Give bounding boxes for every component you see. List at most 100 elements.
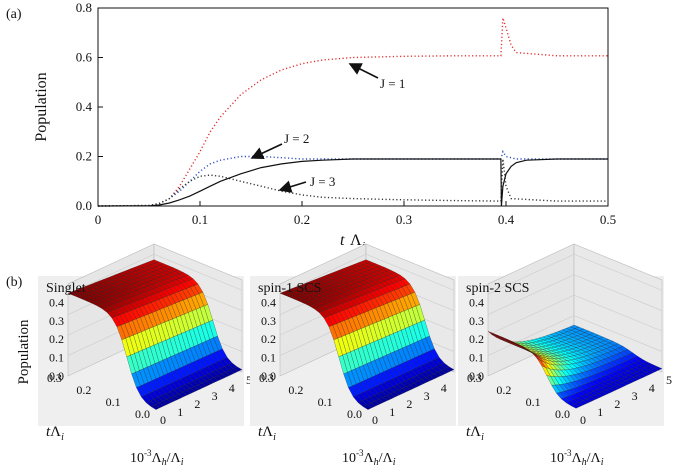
surface-htick-label: 2 [614, 397, 620, 411]
surface-ttick-label: 0.1 [106, 395, 121, 409]
surface-tticks: 0.0 0.1 0.2 0.3 [259, 371, 362, 421]
surface-ztick-label: 0.0 [49, 369, 64, 383]
panel-a-series [97, 17, 608, 207]
surface-panel-1: Singlet 0.0 0.1 0.2 0.3 0.4 0.0 0.1 0.2 0.3 012345… [38, 243, 252, 466]
surface-htick-label: 5 [246, 373, 252, 387]
surface-ztick-label: 0.3 [469, 314, 484, 328]
surface-h-axis-label: 10-3Λh/Λi [550, 448, 604, 466]
annotation-j2-text: J = 2 [284, 131, 309, 146]
a-ytick-label: 0.6 [76, 50, 93, 65]
series-j-3 [97, 158, 608, 207]
a-ytick-label: 0.2 [76, 149, 92, 164]
annotation-j3-text: J = 3 [310, 174, 335, 189]
surface-ttick-label: 0.1 [318, 395, 333, 409]
surface-ztick-label: 0.0 [261, 369, 276, 383]
surface-ttick-label: 0.3 [259, 371, 274, 385]
panel-a: (a) 0 0.1 0.2 0.3 0.4 0.5 0.0 0.2 0.4 0.6 0.8 Popu… [6, 0, 616, 252]
surface-ttick-label: 0.2 [76, 383, 91, 397]
surface-ztick-label: 0.3 [49, 314, 64, 328]
surface-ztick-label: 0.1 [469, 351, 484, 365]
surface-htick-label: 1 [597, 405, 603, 419]
surface-mesh [67, 259, 243, 410]
panel-a-label: (a) [6, 7, 22, 22]
surface-ttick-label: 0.0 [555, 407, 570, 421]
surface-ttick-label: 0.2 [288, 383, 303, 397]
surface-ztick-label: 0.4 [49, 295, 64, 309]
a-xtick-label: 0.2 [294, 212, 310, 227]
surface-ttick-label: 0.2 [496, 383, 511, 397]
surface-title: spin-1 SCS [258, 281, 321, 296]
surface-ztick-label: 0.1 [49, 351, 64, 365]
a-xtick-label: 0.1 [192, 212, 208, 227]
surface-htick-label: 2 [194, 397, 200, 411]
surface-htick-label: 1 [389, 405, 395, 419]
surface-panel-2: spin-1 SCS 0.0 0.1 0.2 0.3 0.4 0.0 0.1 0.2 0.3 012… [250, 243, 464, 466]
surface-ttick-label: 0.0 [135, 407, 150, 421]
annotation-j2: J = 2 [250, 131, 309, 160]
surface-t-axis-label: tΛi [258, 424, 276, 443]
a-ytick-label: 0.4 [76, 99, 93, 114]
surface-t-axis-label: tΛi [466, 424, 484, 443]
surface-tticks: 0.0 0.1 0.2 0.3 [467, 371, 570, 421]
surface-panel-3: spin-2 SCS 0.0 0.1 0.2 0.3 0.4 0.0 0.1 0.2 0.3 012… [458, 243, 672, 466]
panel-b-ylabel: Population [16, 319, 32, 385]
surface-ztick-label: 0.2 [261, 332, 276, 346]
surface-htick-label: 3 [424, 389, 430, 403]
a-xtick-label: 0 [95, 212, 102, 227]
surface-htick-label: 0 [580, 413, 586, 427]
series-j-2 [97, 149, 608, 207]
surface-htick-label: 0 [372, 413, 378, 427]
surface-zticks: 0.0 0.1 0.2 0.3 0.4 [49, 295, 64, 383]
surface-ztick-label: 0.4 [261, 295, 276, 309]
series-j-1 [97, 17, 608, 207]
surface-ttick-label: 0.1 [526, 395, 541, 409]
surface-htick-label: 2 [406, 397, 412, 411]
surface-zticks: 0.0 0.1 0.2 0.3 0.4 [261, 295, 276, 383]
surface-ttick-label: 0.0 [347, 407, 362, 421]
a-ytick-label: 0.0 [76, 198, 92, 213]
series-singlet [97, 158, 608, 207]
panel-a-ylabel: Population [33, 72, 50, 141]
surface-ztick-label: 0.1 [261, 351, 276, 365]
surface-ttick-label: 0.3 [47, 371, 62, 385]
xlabel-t: t [340, 232, 345, 249]
surface-htick-label: 3 [632, 389, 638, 403]
surface-zticks: 0.0 0.1 0.2 0.3 0.4 [469, 295, 484, 383]
surface-htick-label: 1 [177, 405, 183, 419]
panel-a-ticks: 0 0.1 0.2 0.3 0.4 0.5 0.0 0.2 0.4 0.6 0.8 [76, 0, 616, 227]
surface-ztick-label: 0.2 [49, 332, 64, 346]
a-xtick-label: 0.4 [498, 212, 515, 227]
panel-b-label: (b) [6, 275, 23, 290]
surface-title: Singlet [46, 281, 86, 296]
surface-title: spin-2 SCS [466, 281, 529, 296]
a-xtick-label: 0.5 [600, 212, 616, 227]
surface-htick-label: 0 [160, 413, 166, 427]
panel-b: (b) Population Singlet0.00.10.20.30.40.0… [6, 243, 672, 466]
surface-mesh [487, 324, 663, 409]
surface-ztick-label: 0.3 [261, 314, 276, 328]
surface-ztick-label: 0.2 [469, 332, 484, 346]
a-ytick-label: 0.8 [76, 0, 92, 15]
surface-ttick-label: 0.3 [467, 371, 482, 385]
panel-a-plot-frame [97, 7, 609, 207]
surface-h-axis-label: 10-3Λh/Λi [342, 448, 396, 466]
surface-htick-label: 5 [666, 373, 672, 387]
panel-b-surfaces: Singlet0.00.10.20.30.40.00.10.20.3012345… [38, 243, 672, 466]
surface-htick-label: 4 [441, 381, 447, 395]
surface-htick-label: 4 [649, 381, 655, 395]
xlabel-lambda: Λ [350, 232, 362, 249]
surface-tticks: 0.0 0.1 0.2 0.3 [47, 371, 150, 421]
annotation-j1: J = 1 [348, 63, 405, 91]
surface-htick-label: 4 [229, 381, 235, 395]
a-xtick-label: 0.3 [396, 212, 412, 227]
surface-h-axis-label: 10-3Λh/Λi [130, 448, 184, 466]
annotation-j1-text: J = 1 [380, 76, 405, 91]
surface-ztick-label: 0.4 [469, 295, 484, 309]
surface-t-axis-label: tΛi [46, 424, 64, 443]
surface-mesh [279, 259, 455, 410]
annotation-j3: J = 3 [278, 174, 335, 193]
surface-ztick-label: 0.0 [469, 369, 484, 383]
